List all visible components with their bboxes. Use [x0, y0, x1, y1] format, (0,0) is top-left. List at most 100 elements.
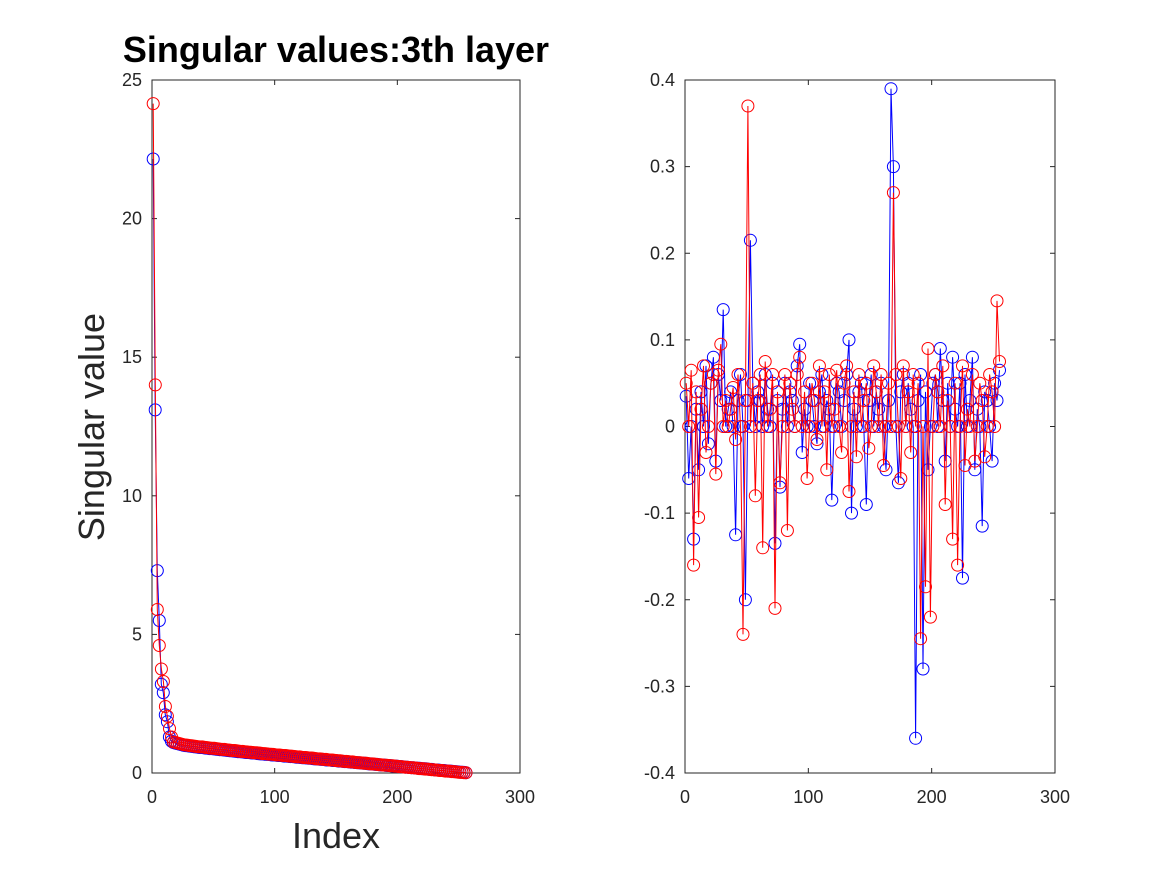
right-series-1-marker	[805, 376, 819, 390]
right-series-0-marker	[815, 368, 829, 381]
right-series-1-marker	[882, 376, 895, 390]
right-series-1-marker	[795, 420, 809, 433]
right-y-tick-label: -0.3	[644, 676, 675, 696]
right-y-tick-label: -0.2	[644, 590, 675, 610]
right-series-1-marker	[975, 394, 989, 407]
right-series-1-marker	[874, 368, 888, 381]
right-series-1-marker	[965, 368, 979, 381]
right-series-1-marker	[941, 394, 955, 407]
right-series-0-marker	[859, 498, 873, 511]
right-series-1-marker	[847, 385, 861, 399]
right-series-1-marker	[825, 420, 839, 433]
left-series-1-marker	[160, 709, 174, 723]
right-series-1-marker	[808, 394, 821, 407]
right-series-0-marker	[916, 662, 930, 676]
right-series-1-marker	[689, 385, 703, 399]
right-y-tick-label: 0	[665, 417, 675, 437]
right-series-1-marker	[711, 363, 725, 377]
right-series-1-marker	[788, 420, 802, 433]
left-y-tick-label: 20	[122, 209, 142, 229]
right-series-0-marker	[872, 402, 886, 416]
right-series-0-marker	[958, 368, 972, 381]
left-x-axis-label: Index	[292, 815, 380, 856]
right-series-0-marker	[697, 420, 710, 433]
right-series-1-marker	[701, 420, 715, 433]
right-series-0-marker	[825, 493, 839, 507]
right-series-1-marker	[990, 294, 1004, 308]
right-series-1-marker	[978, 450, 992, 464]
right-series-1-marker	[852, 368, 866, 381]
right-series-1-marker	[988, 420, 1002, 433]
right-series-1-marker	[951, 558, 965, 572]
right-series-1-marker	[857, 394, 871, 407]
right-series-1-marker	[916, 420, 930, 433]
right-series-0-marker	[914, 368, 928, 381]
left-y-tick-label: 0	[132, 763, 142, 783]
right-x-tick-label: 100	[793, 787, 823, 807]
right-series-1-marker	[919, 580, 932, 594]
right-series-0-marker	[884, 82, 898, 96]
right-series-1-marker	[963, 420, 977, 433]
right-series-0-marker	[975, 519, 989, 533]
right-series-1-marker	[983, 368, 997, 381]
right-series-0-marker	[882, 394, 895, 407]
right-y-tick-label: -0.1	[644, 503, 675, 523]
right-y-tick-label: 0.3	[650, 157, 675, 177]
left-axes-ticks: 0 100 200 300 0 5 10 15 20 25	[122, 70, 535, 807]
left-series-1-marker	[146, 97, 160, 111]
left-chart-title: Singular values:3th layer	[123, 29, 549, 70]
right-series-1-marker	[943, 420, 957, 433]
right-series-1-marker	[771, 385, 784, 399]
right-series-1-marker	[926, 420, 940, 433]
right-series-1-marker	[820, 463, 834, 477]
right-series-0-marker	[842, 333, 856, 347]
right-series-1-marker	[854, 420, 868, 433]
right-series-1-marker	[684, 363, 698, 377]
right-series-1-marker	[798, 385, 812, 399]
left-y-axis-label: Singular value	[71, 313, 112, 541]
left-series-1-marker	[148, 378, 162, 392]
right-series-1-marker	[714, 337, 728, 351]
right-series-1-marker	[980, 420, 994, 433]
right-series-1-marker	[946, 532, 960, 546]
right-series-1-marker	[877, 459, 891, 472]
left-y-tick-label: 10	[122, 486, 142, 506]
right-series-0-marker	[854, 376, 868, 390]
left-x-tick-label: 0	[147, 787, 157, 807]
right-series-1-marker	[694, 402, 708, 416]
right-x-tick-label: 300	[1040, 787, 1070, 807]
right-series-0-marker	[909, 731, 923, 745]
right-series-1-marker	[773, 476, 787, 490]
right-series-1-marker	[741, 99, 755, 113]
right-series-1-marker	[768, 601, 782, 615]
right-series-1-marker	[973, 376, 987, 390]
left-series-1-marker	[156, 675, 170, 688]
left-y-tick-label: 25	[122, 70, 142, 90]
right-series-1-marker	[748, 489, 762, 503]
left-series-1-marker	[158, 700, 172, 713]
right-series-1-marker	[938, 498, 952, 511]
right-series-1-marker	[896, 359, 910, 373]
left-series-1	[146, 97, 473, 780]
right-series-1-marker	[859, 376, 873, 390]
right-series-1-marker	[743, 420, 757, 433]
right-series-0-marker	[849, 420, 863, 433]
right-series-0-marker	[956, 571, 969, 585]
right-series-1-marker	[928, 368, 942, 381]
right-y-tick-label: -0.4	[644, 763, 675, 783]
left-chart: 0 100 200 300 0 5 10 15 20 25 Singular values:3th…	[71, 29, 549, 856]
right-series-1-marker	[911, 376, 925, 390]
right-series-1-marker	[793, 350, 807, 364]
right-series-1-marker	[909, 420, 923, 433]
right-series-1-marker	[889, 368, 903, 381]
right-series-0-marker	[894, 385, 908, 399]
right-series-1-marker	[761, 420, 775, 433]
right-series-0-marker	[743, 233, 757, 247]
right-series-1-marker	[763, 402, 777, 416]
right-series-1-marker	[837, 376, 851, 390]
right-series-0-marker	[862, 394, 876, 407]
right-chart: 0 100 200 300 -0.4 -0.3 -0.2 -0.1 0 0.1 0.2 0.3 0.4	[644, 70, 1070, 807]
right-y-tick-label: 0.4	[650, 70, 675, 90]
right-series-1-marker	[812, 359, 826, 373]
